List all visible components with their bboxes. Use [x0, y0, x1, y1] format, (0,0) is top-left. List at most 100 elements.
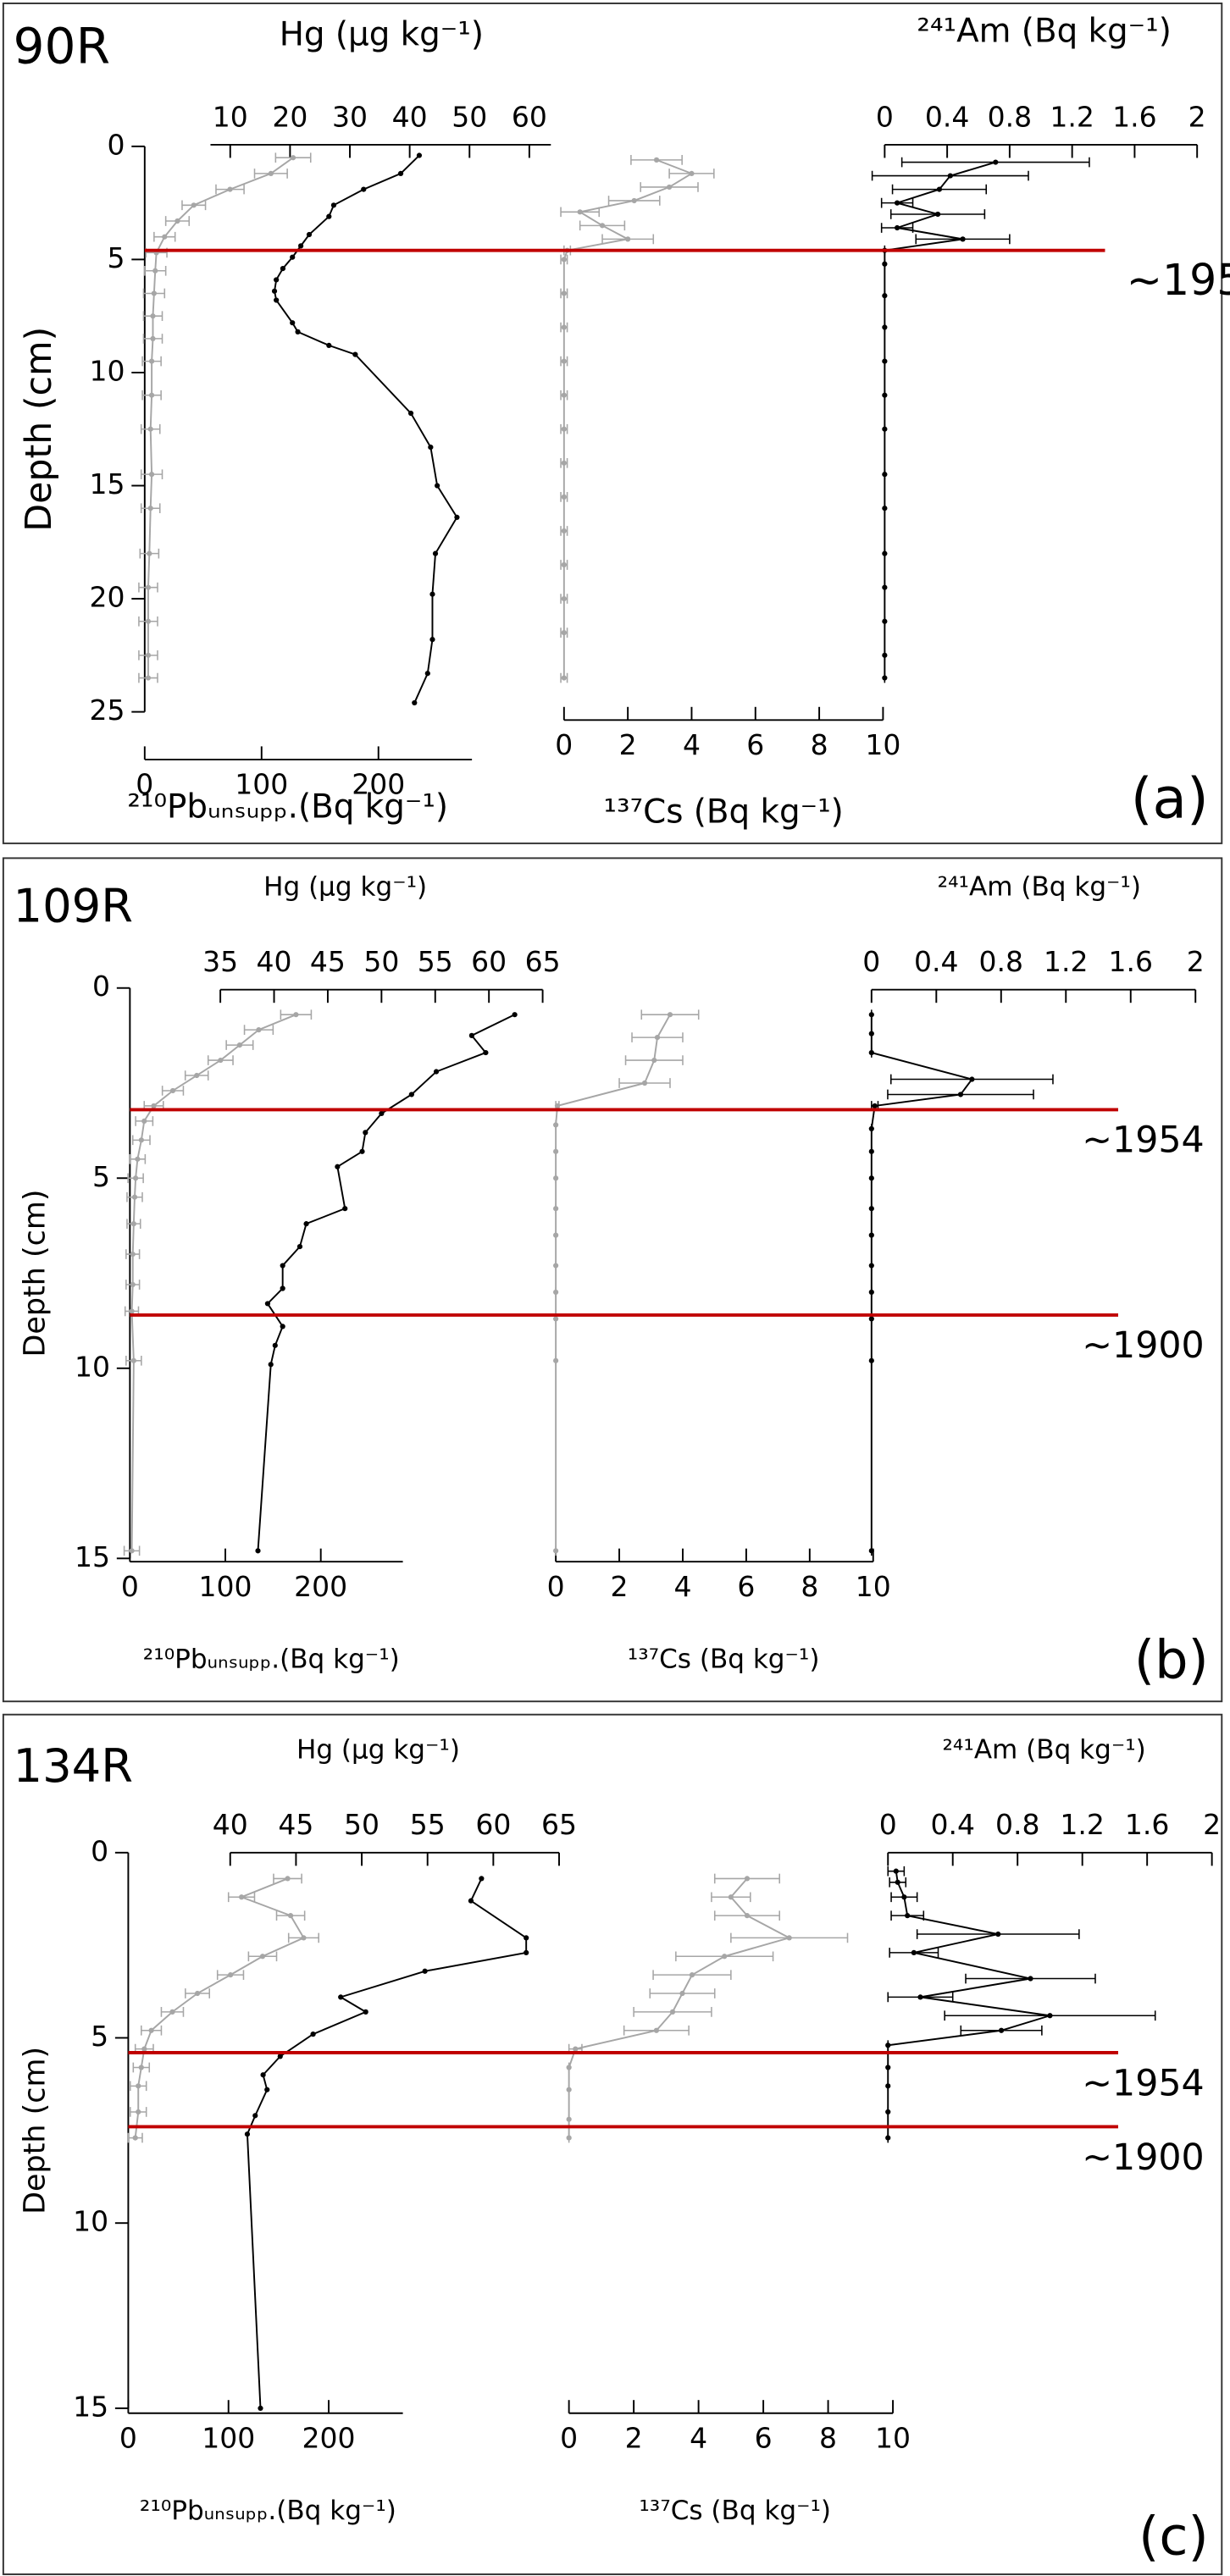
x-tick-label: 0.4: [930, 1808, 974, 1841]
data-point: [227, 186, 233, 192]
profile-line: [870, 1014, 974, 1551]
data-point: [577, 209, 583, 215]
x-tick-label: 100: [202, 2421, 255, 2454]
x-tick-label: 0: [560, 2421, 578, 2454]
data-point: [148, 472, 155, 478]
y-tick-label: 5: [108, 241, 125, 274]
data-point: [290, 320, 296, 326]
horizon-label: ~1954: [1127, 255, 1230, 305]
profile-line: [246, 1877, 528, 2408]
data-point: [882, 675, 888, 681]
data-point: [135, 1156, 141, 1162]
panel-letter: (a): [1131, 766, 1209, 831]
data-point: [625, 236, 631, 242]
x-tick-label: 8: [801, 1570, 818, 1603]
data-point: [133, 1175, 139, 1181]
profile-line: [134, 1877, 305, 2138]
data-point: [361, 186, 367, 192]
data-point: [553, 1357, 559, 1363]
data-point: [868, 1125, 874, 1131]
data-point: [868, 1049, 874, 1056]
x-tick-label: 4: [683, 728, 701, 761]
data-point: [145, 652, 152, 658]
data-point: [342, 1206, 348, 1212]
x-tick-label: 1.2: [1050, 100, 1094, 133]
data-point: [280, 265, 286, 272]
data-point: [435, 483, 440, 489]
data-point: [666, 184, 673, 191]
data-point: [561, 426, 567, 432]
data-point: [483, 1049, 489, 1056]
profile-line: [257, 1014, 516, 1551]
y-axis-label: Depth (cm): [19, 1190, 53, 1357]
data-point: [553, 1289, 559, 1296]
data-point: [147, 550, 152, 556]
data-point: [917, 1994, 923, 2000]
data-point: [744, 1876, 751, 1882]
data-point: [295, 329, 301, 334]
data-point: [129, 1308, 135, 1314]
data-point: [296, 1243, 303, 1250]
data-point: [561, 630, 567, 636]
data-point: [244, 2131, 251, 2137]
data-point: [885, 2083, 891, 2089]
data-point: [998, 2027, 1005, 2033]
data-point: [573, 2046, 579, 2052]
x-tick-label: 2: [1187, 945, 1205, 978]
x-axis-label: ²⁴¹Am (Bq kg⁻¹): [942, 1734, 1145, 1765]
horizon-label: ~1954: [1082, 1119, 1204, 1162]
data-point: [152, 268, 158, 274]
x-tick-label: 8: [819, 2421, 837, 2454]
y-axis-label: Depth (cm): [18, 327, 60, 532]
x-tick-label: 50: [344, 1808, 380, 1841]
data-point: [868, 1357, 874, 1363]
data-point: [138, 1137, 144, 1143]
data-point: [264, 1301, 271, 1307]
data-point: [868, 1263, 874, 1269]
data-point: [259, 1954, 266, 1960]
profile-line: [555, 1014, 671, 1551]
data-point: [147, 426, 153, 432]
x-tick-label: 1.6: [1112, 100, 1156, 133]
data-point: [162, 234, 168, 240]
x-tick-label: 65: [541, 1808, 577, 1841]
x-axis-label: ¹³⁷Cs (Bq kg⁻¹): [603, 793, 843, 831]
data-point: [667, 1012, 673, 1018]
data-point: [194, 1990, 201, 1997]
profile-line: [568, 1877, 792, 2138]
data-point: [150, 313, 156, 319]
data-point: [290, 155, 296, 161]
data-point: [238, 1894, 245, 1900]
y-tick-label: 25: [90, 694, 125, 727]
panel-title: 109R: [14, 880, 134, 933]
data-point: [885, 2109, 891, 2115]
data-point: [561, 257, 567, 263]
data-point: [274, 277, 280, 283]
horizon-label: ~1900: [1082, 2137, 1204, 2179]
data-point: [553, 1148, 559, 1154]
data-point: [512, 1012, 518, 1018]
data-point: [271, 288, 278, 294]
data-point: [524, 1949, 529, 1956]
data-point: [599, 223, 606, 229]
x-tick-label: 2: [1203, 1808, 1221, 1841]
data-point: [147, 506, 153, 511]
data-point: [363, 2009, 368, 2015]
data-point: [424, 671, 430, 677]
data-point: [882, 293, 888, 299]
data-point: [169, 1087, 176, 1094]
x-tick-label: 0.4: [925, 100, 969, 133]
x-tick-label: 100: [235, 767, 288, 800]
data-point: [407, 410, 414, 417]
data-point: [306, 231, 313, 238]
data-point: [138, 2065, 144, 2070]
data-point: [148, 358, 155, 364]
data-point: [885, 2043, 891, 2048]
data-point: [882, 324, 888, 330]
data-point: [524, 1935, 529, 1941]
data-point: [1047, 2013, 1053, 2019]
data-point: [272, 1342, 278, 1348]
x-tick-label: 0: [547, 1570, 565, 1603]
data-point: [554, 1103, 561, 1109]
